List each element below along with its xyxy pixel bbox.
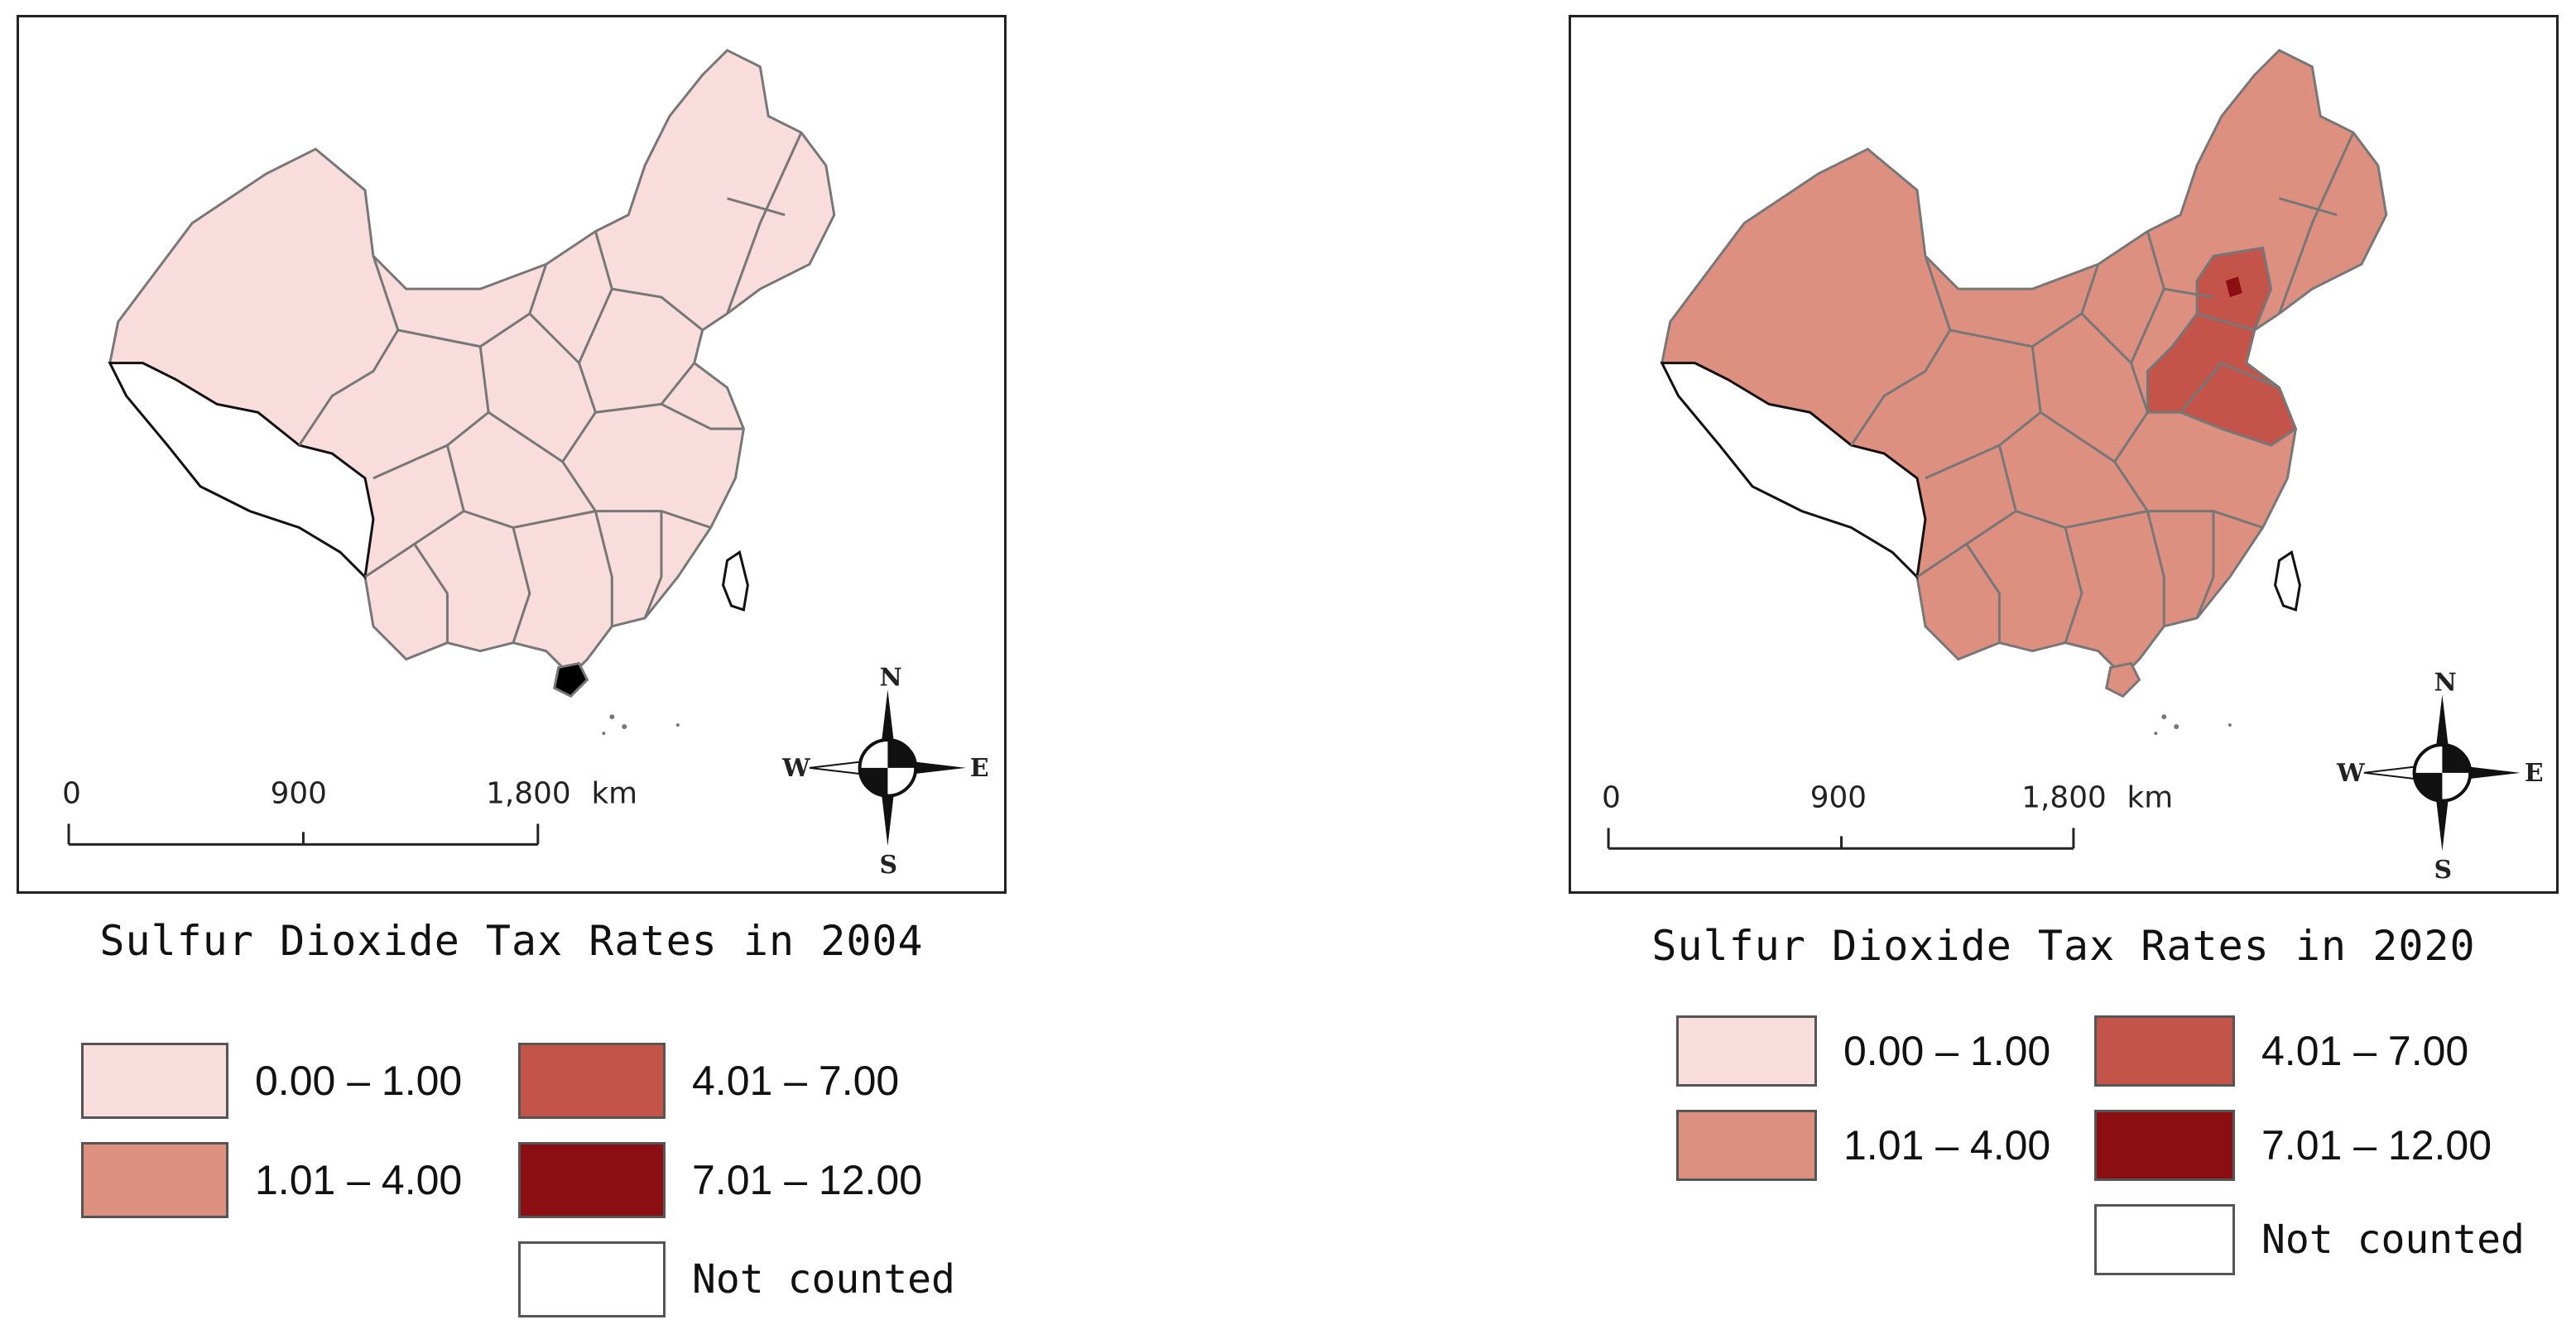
compass-e: E xyxy=(2525,759,2544,788)
legend-item-class-4: 7.01 – 12.00 xyxy=(2094,1106,2492,1185)
legend-label: 7.01 – 12.00 xyxy=(692,1157,923,1203)
map-title-2020: Sulfur Dioxide Tax Rates in 2020 xyxy=(1651,922,2476,970)
hainan-island xyxy=(553,661,589,698)
tibet-region xyxy=(108,362,375,580)
legend-item-class-2: 1.01 – 4.00 xyxy=(81,1140,462,1220)
legend-label: Not counted xyxy=(692,1256,955,1303)
compass-e: E xyxy=(970,754,989,783)
taiwan-island xyxy=(722,550,749,612)
legend-label: 1.01 – 4.00 xyxy=(1843,1122,2051,1169)
map-panel-2004: 0 900 1,800 km N S E W Sulfur Dioxide Ta… xyxy=(17,0,1051,1323)
legend-label: 4.01 – 7.00 xyxy=(2261,1028,2469,1074)
legend-swatch xyxy=(518,1142,666,1218)
legend-swatch xyxy=(1676,1110,1817,1181)
map-frame-2004: 0 900 1,800 km N S E W xyxy=(17,15,1007,894)
high-rate-provinces xyxy=(2146,246,2298,447)
south-sea-islands xyxy=(602,714,680,736)
compass-s: S xyxy=(879,851,897,880)
compass-n: N xyxy=(879,663,901,692)
compass-w: W xyxy=(2336,759,2365,788)
legend-item-class-4: 7.01 – 12.00 xyxy=(518,1140,922,1220)
scale-tick-1800: 1,800 xyxy=(486,777,570,811)
map-frame-2020: 0 900 1,800 km N S E W xyxy=(1569,15,2559,894)
legend-swatch xyxy=(2094,1204,2235,1275)
legend-item-class-1: 0.00 – 1.00 xyxy=(81,1041,462,1121)
scale-tick-1800: 1,800 xyxy=(2021,781,2106,815)
legend-label: 7.01 – 12.00 xyxy=(2261,1122,2492,1169)
china-outline-2004 xyxy=(108,48,836,736)
scale-tick-900: 900 xyxy=(271,777,327,811)
north-arrow-icon: N S E W xyxy=(781,663,988,880)
legend-item-class-3: 4.01 – 7.00 xyxy=(518,1041,899,1121)
scale-tick-900: 900 xyxy=(1810,781,1867,815)
legend-swatch xyxy=(2094,1110,2235,1181)
map-panel-2020: 0 900 1,800 km N S E W Sulfur Dioxide Ta… xyxy=(1569,0,2576,1323)
legend-item-class-1: 0.00 – 1.00 xyxy=(1676,1011,2050,1091)
compass-s: S xyxy=(2434,856,2452,885)
scale-tick-0: 0 xyxy=(1602,781,1621,815)
scale-unit: km xyxy=(2127,781,2174,815)
legend-item-not-counted: Not counted xyxy=(2094,1200,2525,1279)
map-title-2004: Sulfur Dioxide Tax Rates in 2004 xyxy=(99,917,924,965)
legend-swatch xyxy=(1676,1015,1817,1087)
north-arrow-icon: N S E W xyxy=(2336,668,2543,885)
province-borders xyxy=(298,132,803,644)
legend-swatch xyxy=(2094,1015,2235,1087)
map-canvas-2004: 0 900 1,800 km N S E W xyxy=(62,48,989,880)
legend-item-class-3: 4.01 – 7.00 xyxy=(2094,1011,2468,1091)
legend-label: 0.00 – 1.00 xyxy=(1843,1028,2051,1074)
legend-item-class-2: 1.01 – 4.00 xyxy=(1676,1106,2050,1185)
legend-label: 0.00 – 1.00 xyxy=(255,1058,463,1104)
legend-item-not-counted: Not counted xyxy=(518,1240,955,1319)
max-rate-province xyxy=(2225,276,2242,298)
compass-n: N xyxy=(2434,668,2456,697)
legend-swatch xyxy=(81,1142,228,1218)
scale-bar-2020: 0 900 1,800 km xyxy=(1602,781,2174,850)
scale-bar-2004: 0 900 1,800 km xyxy=(62,777,637,846)
compass-w: W xyxy=(781,754,810,783)
legend-swatch xyxy=(518,1043,666,1119)
scale-tick-0: 0 xyxy=(62,777,81,811)
tibet-region xyxy=(1660,362,1927,580)
legend-label: 4.01 – 7.00 xyxy=(692,1058,900,1104)
taiwan-island xyxy=(2274,550,2301,612)
legend-label: 1.01 – 4.00 xyxy=(255,1157,463,1203)
hainan-island xyxy=(2105,661,2141,698)
province-borders xyxy=(1850,132,2355,644)
south-sea-islands xyxy=(2154,714,2232,736)
legend-label: Not counted xyxy=(2261,1217,2525,1263)
map-canvas-2020: 0 900 1,800 km N S E W xyxy=(1602,48,2544,885)
legend-swatch xyxy=(81,1043,228,1119)
legend-2004: 0.00 – 1.00 1.01 – 4.00 4.01 – 7.00 7.01… xyxy=(81,1041,1008,1339)
china-outline-2020 xyxy=(1660,48,2388,736)
legend-2020: 0.00 – 1.00 1.01 – 4.00 4.01 – 7.00 7.01… xyxy=(1676,1011,2576,1309)
scale-unit: km xyxy=(591,777,637,811)
legend-swatch xyxy=(518,1241,666,1317)
